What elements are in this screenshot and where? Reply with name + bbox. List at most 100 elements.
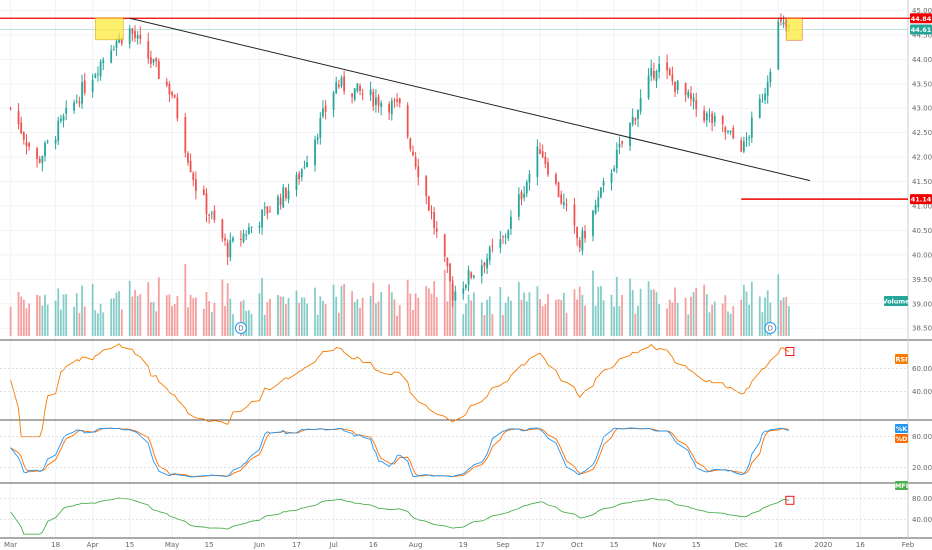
volume-bar	[250, 314, 253, 336]
candle-body	[777, 21, 780, 70]
time-axis-label: 16	[856, 541, 865, 549]
candle-body	[708, 115, 711, 117]
volume-bar	[157, 277, 160, 336]
candle-body	[210, 213, 213, 215]
volume-bar	[502, 314, 504, 336]
candle-body	[36, 148, 38, 160]
volume-bar	[46, 304, 49, 336]
candle-body	[695, 100, 698, 109]
candle-body	[131, 28, 134, 34]
candle-body	[676, 80, 679, 91]
candle-body	[242, 233, 245, 242]
candle-body	[780, 18, 782, 22]
volume-bar	[226, 283, 229, 336]
volume-bar	[581, 294, 584, 336]
candle-body	[184, 117, 187, 153]
candle-body	[600, 187, 602, 198]
volume-bar	[600, 285, 602, 336]
candle-body	[17, 110, 20, 125]
rsi-line	[10, 343, 790, 438]
candle-body	[528, 174, 531, 183]
candle-body	[176, 97, 179, 119]
candle-body	[748, 136, 751, 138]
candles	[9, 13, 790, 308]
candle-body	[650, 68, 653, 76]
candle-body	[359, 85, 361, 92]
candle-body	[703, 110, 706, 121]
candle-body	[639, 98, 642, 112]
volume-bar	[547, 293, 549, 336]
volume-bar	[435, 297, 438, 336]
volume-bar	[62, 294, 65, 336]
volume-bar	[777, 274, 780, 336]
stoch-axis-label: 80.00	[912, 433, 932, 441]
volume-bar	[454, 291, 457, 336]
grid	[0, 0, 909, 538]
volume-bar	[427, 288, 430, 336]
volume-bar	[184, 264, 187, 336]
volume-bar	[462, 314, 465, 336]
candle-body	[295, 174, 298, 190]
volume-bar	[316, 314, 319, 336]
candle-body	[412, 151, 414, 155]
candle-body	[157, 61, 160, 79]
volume-bar	[65, 294, 68, 336]
time-axis-label: Feb	[902, 541, 915, 549]
candle-body	[555, 174, 557, 184]
volume-bar	[504, 302, 507, 336]
candle-body	[306, 162, 308, 167]
volume-bar	[517, 281, 520, 336]
candle-body	[451, 283, 454, 301]
candle-body	[668, 69, 671, 75]
stoch-d-line	[10, 427, 790, 478]
time-axis-label: Sep	[496, 541, 510, 549]
volume-bar	[621, 294, 623, 336]
price-axis-label: 44.00	[912, 56, 932, 64]
candle-body	[557, 182, 560, 198]
volume-bar	[713, 301, 716, 336]
volume-bar	[380, 292, 383, 336]
volume-bar	[83, 306, 86, 336]
support-price-label-bg	[910, 194, 932, 205]
volume-bar	[398, 305, 401, 336]
candle-body	[20, 122, 23, 134]
candle-body	[38, 158, 41, 163]
volume-bar	[44, 294, 46, 336]
volume-bar	[687, 314, 690, 336]
last-price-label: 44.61	[911, 26, 932, 34]
candle-body	[343, 76, 346, 92]
volume-bar	[576, 299, 578, 336]
volume-bar	[610, 294, 613, 336]
candle-body	[213, 210, 216, 220]
candle-body	[562, 202, 565, 205]
candle-body	[684, 83, 687, 95]
volume-bar	[28, 303, 31, 336]
volume-bar	[229, 298, 232, 336]
volume-bar	[261, 277, 263, 336]
candle-body	[488, 247, 491, 261]
volume-bar	[102, 312, 105, 336]
price-axis-label: 42.50	[912, 129, 932, 137]
volume-bar	[507, 296, 510, 336]
time-axis-label: Jun	[253, 541, 265, 549]
volume-bar	[152, 301, 155, 336]
time-axis-label: 15	[205, 541, 214, 549]
volume-bar	[666, 308, 669, 336]
mfi-line	[10, 497, 789, 535]
volume-bar	[787, 306, 790, 336]
volume-bar	[676, 302, 679, 336]
volume-bar	[523, 292, 526, 336]
candle-body	[483, 262, 486, 267]
candle-body	[655, 70, 658, 82]
candle-body	[287, 190, 290, 200]
d-label-bg	[895, 434, 908, 443]
volume-bar	[120, 309, 123, 336]
volume-bar	[782, 297, 785, 336]
volume-bar	[139, 294, 142, 336]
volume-bar	[510, 300, 512, 336]
candle-body	[454, 291, 457, 301]
candle-body	[9, 107, 12, 109]
candle-body	[245, 234, 248, 236]
